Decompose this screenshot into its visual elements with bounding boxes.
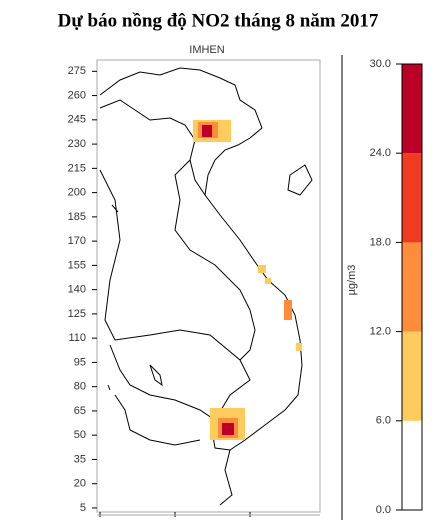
colorbar-band bbox=[402, 242, 422, 332]
y-tick-label: 275 bbox=[68, 65, 86, 77]
colorbar-band bbox=[402, 331, 422, 421]
y-tick-label: 95 bbox=[74, 356, 86, 368]
colorbar-label: µg/m3 bbox=[346, 265, 358, 296]
colorbar-tick-label: 24.0 bbox=[370, 147, 391, 159]
colorbar-tick-label: 18.0 bbox=[370, 236, 391, 248]
y-tick-label: 20 bbox=[74, 478, 86, 490]
hotspots bbox=[193, 120, 302, 440]
colorbar-band bbox=[402, 420, 422, 510]
y-tick-label: 5 bbox=[80, 502, 86, 514]
title: Dự báo nồng độ NO2 tháng 8 năm 2017 bbox=[58, 10, 379, 31]
y-tick-label: 215 bbox=[68, 162, 86, 174]
colorbar-frame bbox=[401, 63, 423, 511]
map-outline bbox=[99, 67, 313, 506]
y-tick-label: 230 bbox=[68, 138, 86, 150]
y-tick-label: 185 bbox=[68, 211, 86, 223]
y-tick-label: 200 bbox=[68, 187, 86, 199]
y-tick-label: 260 bbox=[68, 89, 86, 101]
bottom-ticks bbox=[97, 512, 320, 517]
y-tick-label: 110 bbox=[68, 332, 86, 344]
map-frame bbox=[96, 59, 321, 513]
y-tick-label: 245 bbox=[68, 114, 86, 126]
y-tick-label: 140 bbox=[68, 284, 86, 296]
y-tick-label: 170 bbox=[68, 235, 86, 247]
y-tick-label: 155 bbox=[68, 259, 86, 271]
y-tick-label: 35 bbox=[74, 453, 86, 465]
y-tick-label: 65 bbox=[74, 405, 86, 417]
y-tick-label: 80 bbox=[74, 381, 86, 393]
colorbar-tick-label: 0.0 bbox=[376, 504, 391, 516]
colorbar-band bbox=[402, 153, 422, 243]
colorbar-tick-label: 30.0 bbox=[370, 58, 391, 70]
colorbar-tick-label: 6.0 bbox=[376, 415, 391, 427]
colorbar-tick-label: 12.0 bbox=[370, 326, 391, 338]
y-tick-label: 125 bbox=[68, 308, 86, 320]
colorbar-band bbox=[402, 64, 422, 154]
subtitle: IMHEN bbox=[189, 44, 225, 56]
y-tick-label: 50 bbox=[74, 429, 86, 441]
